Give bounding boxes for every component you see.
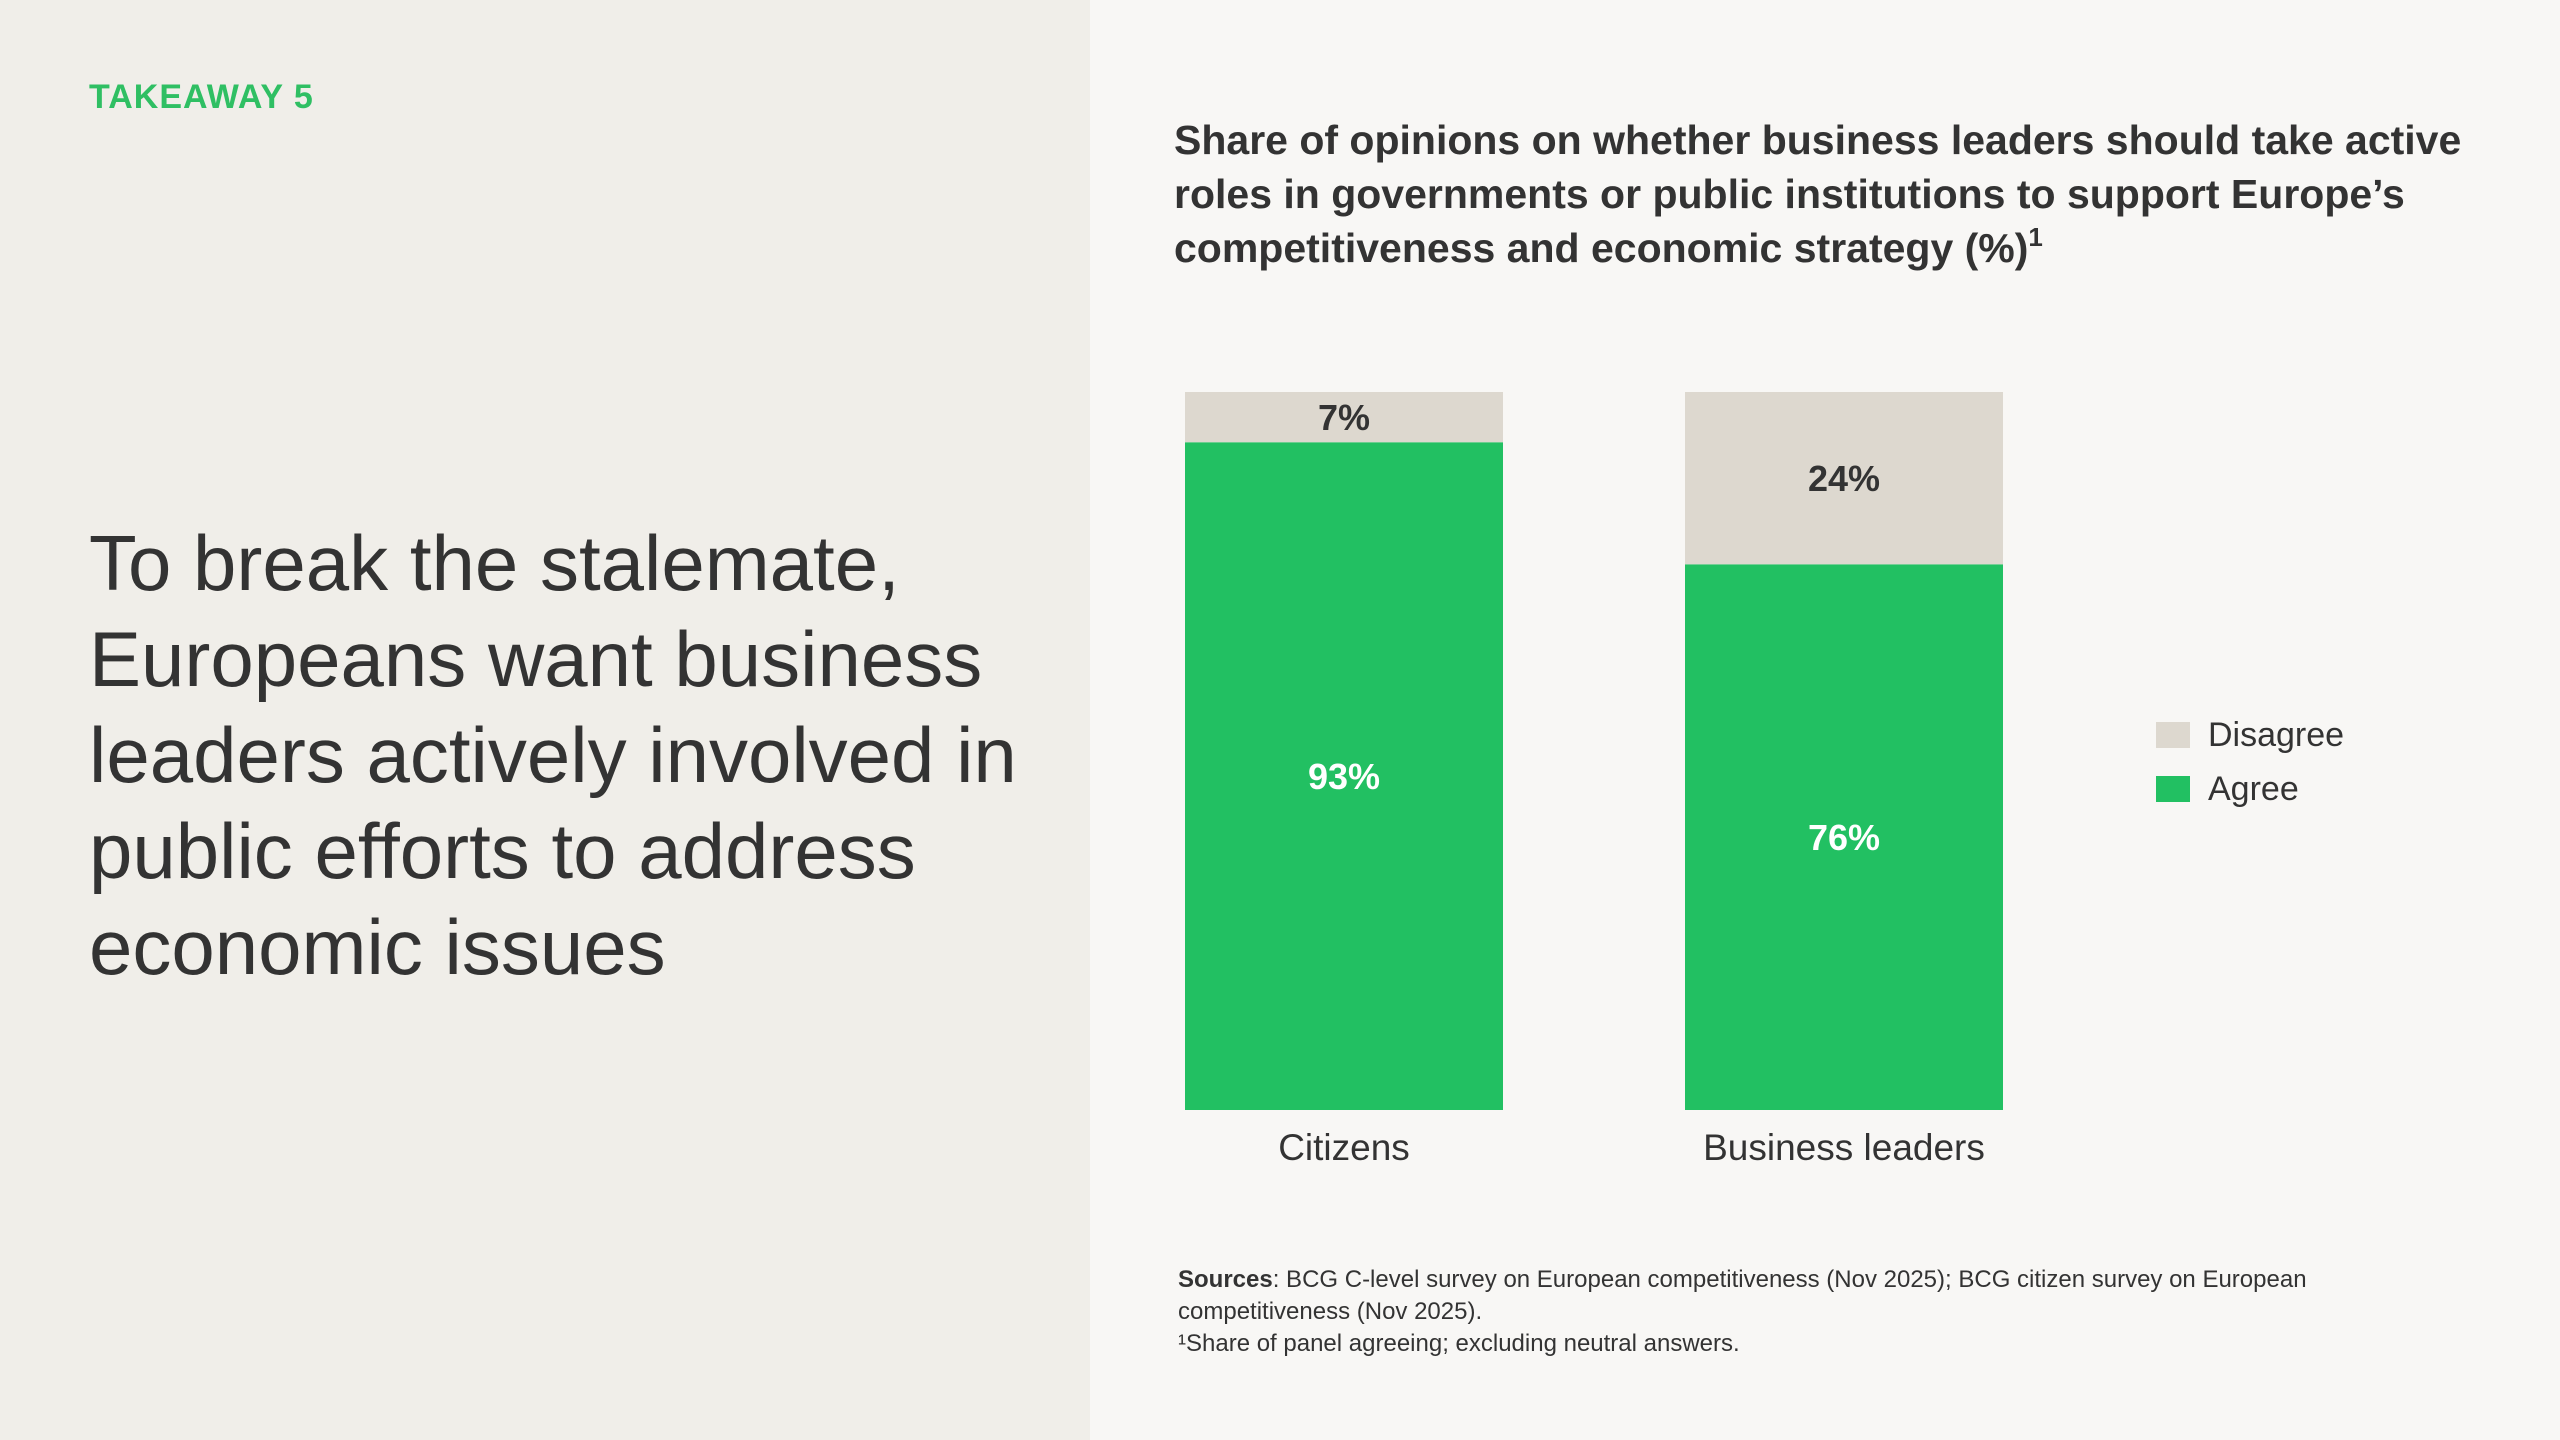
- bar-disagree-0: [1185, 392, 1503, 443]
- legend-swatch-disagree: [2156, 722, 2190, 748]
- legend-item-agree: Agree: [2156, 762, 2344, 816]
- bar-disagree-1: [1685, 392, 2003, 565]
- chart-title-footnote-mark: 1: [2028, 222, 2043, 252]
- sources-text: : BCG C-level survey on European competi…: [1178, 1266, 2307, 1325]
- data-label-disagree-1: 24%: [1808, 458, 1880, 499]
- legend-label-disagree: Disagree: [2208, 715, 2345, 754]
- sources-label: Sources: [1178, 1266, 1273, 1293]
- stacked-bar-chart: 93% 7% Citizens 76% 24% Business leaders: [1185, 392, 2003, 1168]
- bar-agree-1: [1685, 564, 2003, 1110]
- footnote: ¹Share of panel agreeing; excluding neut…: [1178, 1330, 1740, 1357]
- bar-agree-0: [1185, 442, 1503, 1110]
- chart-title: Share of opinions on whether business le…: [1174, 113, 2464, 275]
- chart-title-text: Share of opinions on whether business le…: [1174, 117, 2462, 271]
- data-label-agree-0: 93%: [1308, 756, 1380, 797]
- legend-swatch-agree: [2156, 776, 2190, 802]
- takeaway-label: TAKEAWAY 5: [89, 78, 314, 116]
- data-label-disagree-0: 7%: [1318, 397, 1370, 438]
- legend-label-agree: Agree: [2208, 769, 2299, 808]
- category-label-1: Business leaders: [1703, 1127, 1985, 1168]
- sources-line: Sources: BCG C-level survey on European …: [1178, 1264, 2418, 1328]
- left-panel: TAKEAWAY 5 To break the stalemate, Europ…: [0, 0, 1090, 1440]
- data-label-agree-1: 76%: [1808, 817, 1880, 858]
- chart-legend: Disagree Agree: [2156, 708, 2344, 816]
- category-label-0: Citizens: [1278, 1127, 1410, 1168]
- headline: To break the stalemate, Europeans want b…: [89, 519, 1017, 991]
- sources-note: Sources: BCG C-level survey on European …: [1178, 1264, 2418, 1360]
- legend-item-disagree: Disagree: [2156, 708, 2344, 762]
